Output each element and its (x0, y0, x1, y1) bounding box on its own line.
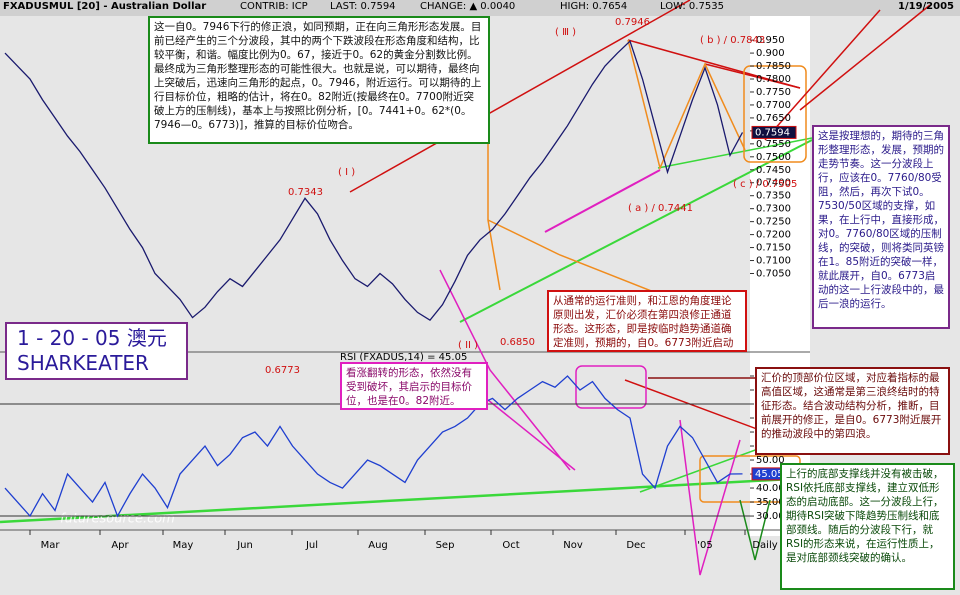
note: 汇价的顶部价位区域，对应着指标的最高值区域，这通常是第三浪终结时的特征形态。结合… (755, 367, 950, 455)
x-tick-label: Dec (626, 540, 645, 551)
stamp-date: 1 - 20 - 05 澳元 (17, 326, 167, 350)
date: 1/19/2005 (898, 1, 955, 12)
y-tick-label: 0.7550 (756, 139, 791, 150)
value-tag: 0.7594 (755, 127, 790, 138)
y-tick-label: 40.00 (756, 483, 785, 494)
x-tick-label: Jun (236, 540, 253, 551)
y-tick-label: 0.7050 (756, 269, 791, 280)
y-tick-label: 0.7250 (756, 217, 791, 228)
x-tick-label: May (173, 540, 194, 551)
last: LAST: 0.7594 (330, 1, 396, 12)
change: CHANGE: ▲ 0.0040 (420, 1, 516, 12)
low: LOW: 0.7535 (660, 1, 724, 12)
y-tick-label: 0.7150 (756, 243, 791, 254)
stamp-name: SHARKEATER (17, 351, 149, 375)
x-tick-label: Daily (752, 540, 777, 551)
value-tag-box (751, 125, 797, 139)
y-tick-label: 35.00 (756, 497, 785, 508)
y-tick-label: 0.7700 (756, 100, 791, 111)
wave-label: ( a ) / 0.7441 (628, 203, 693, 214)
y-tick-label: 0.7400 (756, 178, 791, 189)
y-tick-label: 0.7750 (756, 87, 791, 98)
symbol: FXADUSMUL [20] - Australian Dollar (3, 1, 207, 12)
wave-label: 0.7946 (615, 17, 650, 28)
y-tick-label: 30.00 (756, 511, 785, 522)
stamp: 1 - 20 - 05 澳元 SHARKEATER (5, 322, 188, 380)
watermark: futuresource.com (60, 512, 175, 527)
wave-label: ( I ) (338, 167, 355, 178)
y-tick-label: 0.7500 (756, 152, 791, 163)
x-tick-label: Mar (41, 540, 61, 551)
x-tick-label: Sep (436, 540, 455, 551)
wave-label: 0.7343 (288, 187, 323, 198)
x-tick-label: Apr (111, 540, 129, 551)
price-line (4, 375, 743, 518)
wave-label: ( Ⅲ ) (555, 27, 576, 38)
x-tick-label: '05 (697, 540, 712, 551)
y-tick-label: 0.7100 (756, 256, 791, 267)
y-tick-label: 0.7850 (756, 61, 791, 72)
wave-label: 0.6850 (500, 337, 535, 348)
wave-label: 0.6773 (265, 365, 300, 376)
price-line (4, 39, 744, 322)
y-tick-label: 0.7800 (756, 74, 791, 85)
note: 这是按理想的，期待的三角形整理形态，发展，预期的走势节奏。这一分波段上行，应该在… (812, 125, 950, 329)
x-tick-label: Nov (563, 540, 583, 551)
header-bar (0, 0, 960, 16)
note: 看涨翻转的形态，依然没有受到破坏，其启示的目标价位，也是在0。82附近。 (340, 362, 488, 410)
rsi-title: RSI (FXADUS,14) = 45.05 (340, 352, 467, 363)
y-tick-label: 0.7300 (756, 204, 791, 215)
x-tick-label: Oct (502, 540, 519, 551)
y-tick-label: 50.00 (756, 455, 785, 466)
note: 从通常的运行准则，和江恩的角度理论原则出发，汇价必须在第四浪修正通道形态。这形态… (547, 290, 747, 352)
wave-label: ( II ) (458, 340, 478, 351)
x-tick-label: Jul (305, 540, 318, 551)
contrib: CONTRIB: ICP (240, 1, 308, 12)
value-tag: 45.05 (755, 469, 784, 480)
note: 上行的底部支撑线并没有被击破，RSI依托底部支撑线，建立双低形态的启动底部。这一… (780, 463, 955, 590)
y-tick-label: 0.900 (756, 48, 785, 59)
y-tick-label: 0.7350 (756, 191, 791, 202)
wave-label: ( b ) / 0.7843 (700, 35, 765, 46)
y-tick-label: 0.7200 (756, 230, 791, 241)
x-tick-label: Aug (368, 540, 388, 551)
y-tick-label: 0.7450 (756, 165, 791, 176)
y-tick-label: 0.950 (756, 35, 785, 46)
wave-label: ( c ) / 0.7505 (733, 179, 797, 190)
note: 这一自0。7946下行的修正浪，如同预期，正在向三角形形态发展。目前已经产生的三… (148, 16, 490, 144)
high: HIGH: 0.7654 (560, 1, 628, 12)
y-tick-label: 0.7650 (756, 113, 791, 124)
